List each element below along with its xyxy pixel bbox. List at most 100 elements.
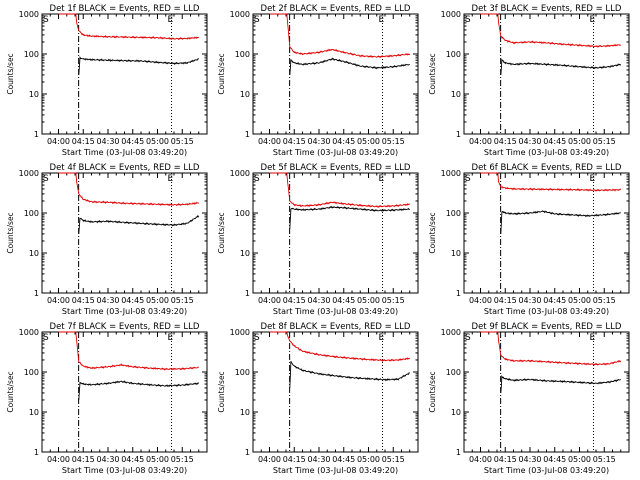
series-line-events	[500, 210, 621, 234]
x-tick-label: 04:30	[518, 137, 541, 146]
y-tick-label: 1000	[230, 10, 250, 19]
panel-title: Det 7f BLACK = Events, RED = LLD	[50, 322, 200, 332]
x-tick-label: 04:15	[72, 137, 95, 146]
x-tick-label: 04:00	[258, 137, 281, 146]
y-tick-label: 100	[235, 50, 250, 59]
series-line-lld	[269, 172, 410, 209]
y-tick-label: 1000	[441, 169, 461, 178]
y-axis-label: Counts/sec	[428, 53, 437, 94]
series-line-lld	[269, 331, 411, 363]
x-tick-label: 05:15	[593, 137, 616, 146]
plot-frame	[252, 13, 419, 135]
x-tick-label: 04:45	[543, 296, 566, 305]
x-tick-label: 04:15	[283, 137, 306, 146]
y-tick-label: 100	[446, 368, 461, 377]
x-tick-label: 05:15	[171, 455, 194, 464]
series-line-events	[289, 361, 410, 388]
y-tick-label: 10	[240, 90, 250, 99]
x-axis-label: Start Time (03-Jul-08 03:49:20)	[484, 307, 609, 316]
x-tick-label: 04:00	[469, 296, 492, 305]
x-tick-label: 04:00	[47, 455, 70, 464]
series-line-lld	[58, 13, 199, 41]
series-line-lld	[480, 13, 622, 48]
x-tick-label: 05:00	[146, 137, 169, 146]
y-tick-label: 1000	[230, 328, 250, 337]
y-axis-label: Counts/sec	[217, 212, 226, 253]
series-line-events	[78, 380, 200, 401]
x-axis-label: Start Time (03-Jul-08 03:49:20)	[273, 148, 398, 157]
panel-det-2: Det 2f BLACK = Events, RED = LLD Counts/s…	[217, 4, 419, 157]
start-marker: S	[254, 174, 260, 184]
panel-title: Det 6f BLACK = Events, RED = LLD	[472, 163, 622, 173]
y-tick-label: 100	[24, 368, 39, 377]
x-tick-label: 04:45	[332, 455, 355, 464]
y-tick-label: 1	[34, 448, 39, 457]
y-axis-label: Counts/sec	[217, 53, 226, 94]
x-tick-label: 05:00	[568, 137, 591, 146]
y-tick-label: 10	[240, 249, 250, 258]
x-tick-label: 04:30	[96, 296, 119, 305]
x-tick-label: 05:00	[146, 455, 169, 464]
y-tick-label: 1	[245, 289, 250, 298]
x-tick-label: 04:30	[307, 455, 330, 464]
y-tick-label: 100	[446, 209, 461, 218]
x-tick-label: 04:15	[283, 296, 306, 305]
x-tick-label: 04:00	[258, 455, 281, 464]
start-marker: S	[254, 333, 260, 343]
start-marker: S	[43, 174, 49, 184]
x-tick-label: 04:45	[332, 137, 355, 146]
y-tick-label: 1000	[19, 169, 39, 178]
x-tick-label: 05:00	[146, 296, 169, 305]
x-tick-label: 04:00	[47, 296, 70, 305]
y-tick-label: 10	[451, 90, 461, 99]
series-line-events	[500, 374, 621, 393]
y-tick-label: 1000	[441, 328, 461, 337]
x-axis-label: Start Time (03-Jul-08 03:49:20)	[273, 307, 398, 316]
series-line-lld	[480, 331, 622, 366]
panel-title: Det 1f BLACK = Events, RED = LLD	[50, 4, 200, 14]
x-tick-label: 04:30	[307, 137, 330, 146]
x-tick-label: 04:15	[72, 296, 95, 305]
series-line-lld	[58, 331, 200, 371]
x-axis-label: Start Time (03-Jul-08 03:49:20)	[62, 307, 187, 316]
x-tick-label: 04:00	[469, 137, 492, 146]
end-marker: E	[590, 174, 596, 184]
y-tick-label: 100	[24, 50, 39, 59]
x-tick-label: 04:30	[96, 137, 119, 146]
start-marker: S	[254, 15, 260, 25]
y-tick-label: 1	[34, 289, 39, 298]
panel-title: Det 3f BLACK = Events, RED = LLD	[472, 4, 622, 14]
start-marker: S	[465, 174, 471, 184]
y-tick-label: 1000	[230, 169, 250, 178]
x-axis-label: Start Time (03-Jul-08 03:49:20)	[273, 466, 398, 475]
x-tick-label: 04:45	[121, 296, 144, 305]
x-tick-label: 04:30	[518, 455, 541, 464]
end-marker: E	[168, 333, 174, 343]
x-tick-label: 05:00	[357, 296, 380, 305]
start-marker: S	[43, 333, 49, 343]
x-tick-label: 04:15	[283, 455, 306, 464]
series-line-events	[289, 57, 410, 75]
panel-title: Det 4f BLACK = Events, RED = LLD	[50, 163, 200, 173]
panel-det-3: Det 3f BLACK = Events, RED = LLD Counts/s…	[428, 4, 630, 157]
x-tick-label: 05:15	[382, 455, 405, 464]
x-tick-label: 04:30	[96, 455, 119, 464]
y-tick-label: 1	[34, 130, 39, 139]
y-tick-label: 1	[456, 289, 461, 298]
x-tick-label: 04:45	[543, 137, 566, 146]
y-axis-label: Counts/sec	[428, 212, 437, 253]
y-tick-label: 100	[24, 209, 39, 218]
x-tick-label: 05:00	[357, 455, 380, 464]
x-tick-label: 05:15	[593, 455, 616, 464]
y-axis-label: Counts/sec	[217, 371, 226, 412]
end-marker: E	[379, 174, 385, 184]
x-tick-label: 04:15	[72, 455, 95, 464]
x-tick-label: 05:15	[382, 137, 405, 146]
end-marker: E	[379, 15, 385, 25]
y-tick-label: 1	[456, 130, 461, 139]
y-tick-label: 1000	[19, 328, 39, 337]
series-line-lld	[269, 13, 411, 59]
start-marker: S	[465, 15, 471, 25]
y-axis-label: Counts/sec	[6, 53, 15, 94]
plot-frame	[252, 172, 419, 294]
